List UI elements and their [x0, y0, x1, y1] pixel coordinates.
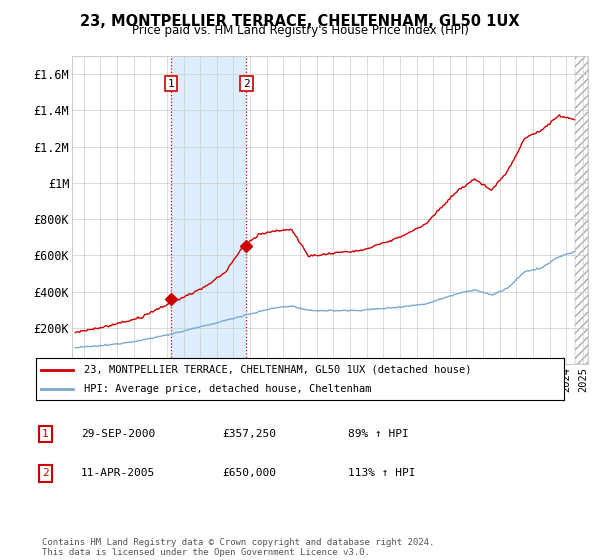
Text: 2: 2	[42, 468, 49, 478]
Text: Price paid vs. HM Land Registry's House Price Index (HPI): Price paid vs. HM Land Registry's House …	[131, 24, 469, 36]
Text: £650,000: £650,000	[222, 468, 276, 478]
Bar	[171, 56, 247, 364]
Text: 29-SEP-2000: 29-SEP-2000	[81, 429, 155, 439]
Text: 1: 1	[167, 79, 175, 88]
Text: 23, MONTPELLIER TERRACE, CHELTENHAM, GL50 1UX (detached house): 23, MONTPELLIER TERRACE, CHELTENHAM, GL5…	[83, 365, 471, 375]
Text: 23, MONTPELLIER TERRACE, CHELTENHAM, GL50 1UX: 23, MONTPELLIER TERRACE, CHELTENHAM, GL5…	[80, 14, 520, 29]
Text: HPI: Average price, detached house, Cheltenham: HPI: Average price, detached house, Chel…	[83, 384, 371, 394]
Text: 113% ↑ HPI: 113% ↑ HPI	[348, 468, 415, 478]
Text: 89% ↑ HPI: 89% ↑ HPI	[348, 429, 409, 439]
Text: 2: 2	[243, 79, 250, 88]
Text: Contains HM Land Registry data © Crown copyright and database right 2024.
This d: Contains HM Land Registry data © Crown c…	[42, 538, 434, 557]
Bar	[575, 56, 588, 364]
Text: £357,250: £357,250	[222, 429, 276, 439]
Text: 11-APR-2005: 11-APR-2005	[81, 468, 155, 478]
Text: 1: 1	[42, 429, 49, 439]
